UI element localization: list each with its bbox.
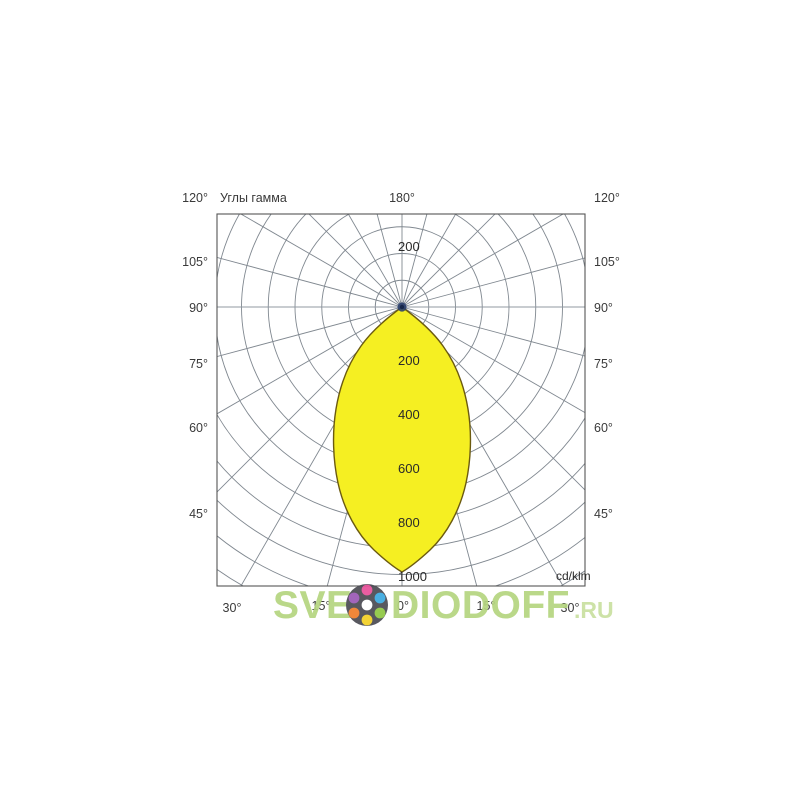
radial-tick-800: 800 <box>398 515 420 530</box>
radial-tick-labels-down: 200 400 600 800 1000 <box>398 353 427 584</box>
watermark-logo-icon <box>346 584 388 626</box>
luminous-distribution-curve <box>332 306 472 573</box>
angle-label-left-60: 60° <box>189 421 208 435</box>
angle-label-topright-120: 120° <box>594 191 620 205</box>
radial-unit-label: cd/klm <box>556 569 591 583</box>
angle-label-right-45: 45° <box>594 507 613 521</box>
radial-tick-1000: 1000 <box>398 569 427 584</box>
angle-labels-right: 105° 90° 75° 60° 45° <box>594 255 620 521</box>
angle-label-left-90: 90° <box>189 301 208 315</box>
angle-label-bottom-15-right: 15° <box>477 599 496 613</box>
watermark: SVET DIODOFF .RU <box>273 584 614 627</box>
angle-label-right-105: 105° <box>594 255 620 269</box>
angle-label-topleft-120: 120° <box>182 191 208 205</box>
watermark-text-diodoff: DIODOFF <box>391 584 570 627</box>
radial-tick-600: 600 <box>398 461 420 476</box>
angle-label-left-105: 105° <box>182 255 208 269</box>
angle-label-bottom-left-30: 30° <box>223 601 242 615</box>
angle-label-left-45: 45° <box>189 507 208 521</box>
radial-tick-200-down: 200 <box>398 353 420 368</box>
angle-label-left-75: 75° <box>189 357 208 371</box>
angle-label-right-60: 60° <box>594 421 613 435</box>
radial-tick-400: 400 <box>398 407 420 422</box>
watermark-text-ru: .RU <box>574 597 614 623</box>
radial-tick-200-up: 200 <box>398 239 420 254</box>
angle-labels-left: 105° 90° 75° 60° 45° <box>182 255 208 521</box>
angle-label-bottom-0: 0° <box>397 599 409 613</box>
origin-marker-core <box>399 304 405 310</box>
angle-label-right-90: 90° <box>594 301 613 315</box>
polar-grid <box>217 214 585 586</box>
plot-frame <box>216 213 586 587</box>
gamma-angles-title: Углы гамма <box>220 191 287 205</box>
angle-label-top-180: 180° <box>389 191 415 205</box>
angle-label-right-75: 75° <box>594 357 613 371</box>
angle-label-bottom-right-30: 30° <box>561 601 580 615</box>
angle-label-bottom-15-left: 15° <box>312 599 331 613</box>
